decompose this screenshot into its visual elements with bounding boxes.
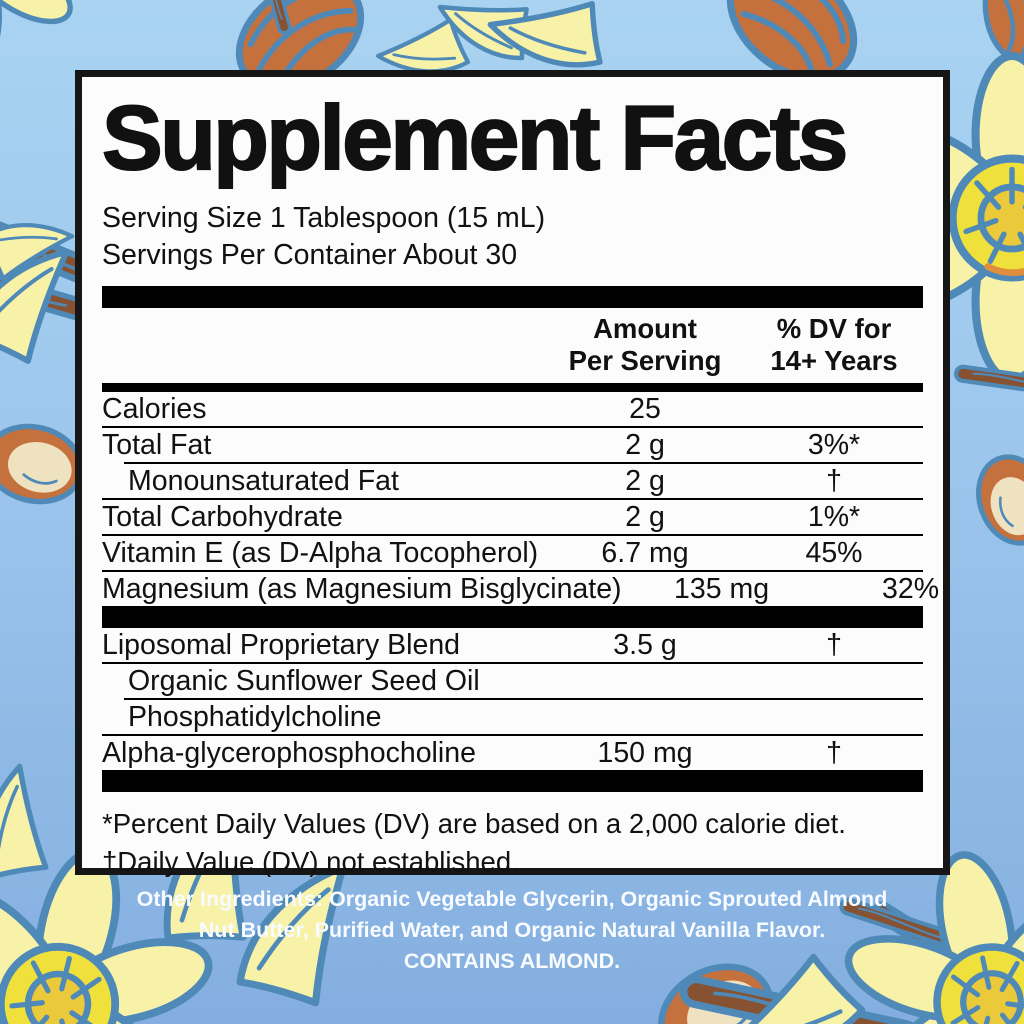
dv-header-line2: 14+ Years [770,345,898,376]
table-row: Organic Sunflower Seed Oil [102,664,923,698]
nutrient-table: Calories 25 Total Fat 2 g 3%* Monounsaturated… [102,392,939,792]
divider-bar-top [102,286,923,308]
ingredient-name: Total Carbohydrate [102,500,343,533]
ingredient-name: Phosphatidylcholine [128,700,382,733]
amount-value: 2 g [625,428,665,461]
footnotes: *Percent Daily Values (DV) are based on … [102,805,923,881]
footnote-dagger: †Daily Value (DV) not established. [102,846,519,877]
row-separator [102,662,923,664]
dv-value: 3%* [807,428,861,461]
table-row: Total Carbohydrate 2 g 1%* [102,500,923,534]
table-row: Total Fat 2 g 3%* [102,428,923,462]
amount-header-line2: Per Serving [568,345,722,376]
ingredient-name: Magnesium (as Magnesium Bisglycinate) [102,572,622,605]
other-ingredients-text: Other Ingredients: Organic Vegetable Gly… [136,887,888,942]
table-header-row: Amount Per Serving % DV for 14+ Years [102,308,923,383]
amount-value: 135 mg [674,572,770,605]
amount-value: 25 [629,392,661,425]
supplement-facts-panel: Supplement Facts Serving Size 1 Tablespo… [75,70,950,877]
ingredient-name: Liposomal Proprietary Blend [102,628,461,661]
other-ingredients-block: Other Ingredients: Organic Vegetable Gly… [132,884,892,977]
table-row: Magnesium (as Magnesium Bisglycinate) 135… [102,572,939,606]
divider-bar-section [102,606,923,628]
dv-value: 1%* [807,500,861,533]
footnote-dv: *Percent Daily Values (DV) are based on … [102,808,846,839]
dv-value: † [826,628,842,661]
table-row: Calories 25 [102,392,923,426]
ingredient-name: Alpha-glycerophosphocholine [102,736,476,769]
amount-value: 6.7 mg [601,536,689,569]
row-separator [102,570,923,572]
table-row: Phosphatidylcholine [102,700,923,734]
ingredient-name: Monounsaturated Fat [128,464,399,497]
dv-value: 45% [805,536,863,569]
row-separator [124,698,923,700]
column-header-dv: % DV for 14+ Years [745,313,923,377]
serving-size-text: Serving Size 1 Tablespoon (15 mL) [102,202,546,234]
row-separator [102,426,923,428]
divider-bar-section [102,770,923,792]
dv-value: 32% [882,572,940,605]
row-separator [102,734,923,736]
dv-value: † [826,464,842,497]
column-header-amount: Amount Per Serving [545,313,745,377]
table-row: Monounsaturated Fat 2 g † [102,464,923,498]
row-separator [102,534,923,536]
ingredient-name: Vitamin E (as D-Alpha Tocopherol) [102,536,539,569]
table-row: Alpha-glycerophosphocholine 150 mg † [102,736,923,770]
ingredient-name: Calories [102,392,207,425]
table-row: Liposomal Proprietary Blend 3.5 g † [102,628,923,662]
dv-value: † [826,736,842,769]
amount-header-line1: Amount [593,313,697,344]
amount-value: 2 g [625,464,665,497]
dv-header-line1: % DV for [776,313,892,344]
servings-per-container-text: Servings Per Container About 30 [102,239,518,271]
ingredient-name: Total Fat [102,428,212,461]
ingredient-name: Organic Sunflower Seed Oil [128,664,480,697]
panel-title: Supplement Facts [101,88,849,189]
amount-value: 3.5 g [613,628,677,661]
contains-statement: CONTAINS ALMOND. [403,949,621,973]
row-separator [124,462,923,464]
table-row: Vitamin E (as D-Alpha Tocopherol) 6.7 mg 4… [102,536,923,570]
amount-value: 2 g [625,500,665,533]
divider-bar-header [102,383,923,392]
row-separator [102,498,923,500]
amount-value: 150 mg [597,736,693,769]
